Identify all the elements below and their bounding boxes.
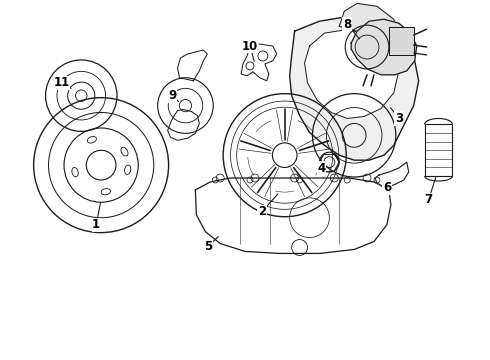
Bar (425, 125, 452, 176)
Text: 5: 5 (204, 240, 212, 253)
Polygon shape (339, 3, 399, 43)
Polygon shape (241, 44, 277, 81)
Polygon shape (196, 178, 391, 253)
Polygon shape (177, 50, 207, 81)
Text: 3: 3 (395, 112, 403, 125)
Text: 9: 9 (169, 89, 177, 102)
Text: 1: 1 (92, 218, 100, 231)
Polygon shape (290, 16, 418, 160)
Text: 4: 4 (318, 162, 325, 175)
Text: 6: 6 (383, 181, 391, 194)
Polygon shape (168, 109, 199, 140)
Text: 11: 11 (53, 76, 70, 89)
Text: 10: 10 (242, 40, 258, 53)
Polygon shape (351, 19, 416, 75)
Text: 2: 2 (258, 205, 266, 218)
Polygon shape (375, 162, 409, 187)
Text: 8: 8 (343, 18, 351, 31)
Text: 7: 7 (424, 193, 433, 206)
Bar (389, 27, 414, 55)
Polygon shape (305, 29, 399, 118)
